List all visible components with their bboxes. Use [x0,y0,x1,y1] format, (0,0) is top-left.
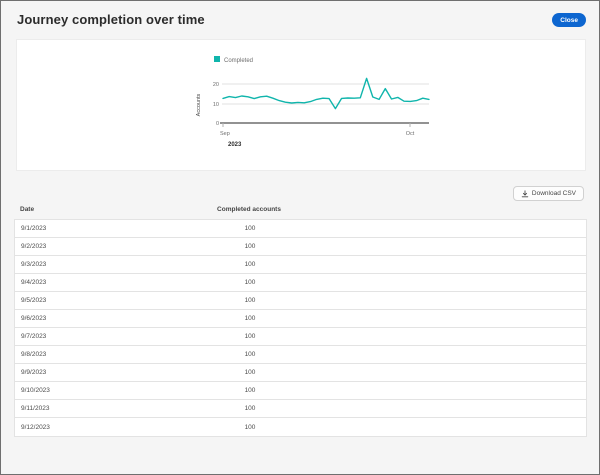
table-row[interactable]: 9/8/2023 100 [15,346,586,364]
x-tick-label-sep: Sep [220,131,230,137]
column-header-date: Date [20,206,35,213]
table-body: 9/1/2023 100 9/2/2023 100 9/3/2023 100 9/4/202… [14,219,587,437]
table-header: Date Completed accounts [14,206,587,219]
y-tick-0: 0 [216,121,219,127]
date-cell: 9/1/2023 [21,225,47,232]
y-tick-10: 10 [213,102,219,108]
table-row[interactable]: 9/1/2023 100 [15,220,586,238]
dialog-header: Journey completion over time Close [1,1,599,39]
date-cell: 9/7/2023 [21,333,47,340]
date-cell: 9/3/2023 [21,261,47,268]
download-csv-label: Download CSV [531,190,576,197]
table-row[interactable]: 9/6/2023 100 [15,310,586,328]
completed-accounts-cell: 100 [244,387,256,394]
completed-accounts-cell: 100 [244,279,256,286]
completion-line-chart: Completed 20 10 0 Accounts Sep Oct 2023 [196,56,430,148]
download-icon [521,189,529,197]
table-row[interactable]: 9/4/2023 100 [15,274,586,292]
date-cell: 9/9/2023 [21,369,47,376]
completed-accounts-cell: 100 [244,423,256,431]
chart-panel: Completed 20 10 0 Accounts Sep Oct 2023 [16,39,586,171]
completed-accounts-cell: 100 [244,405,256,412]
completed-accounts-cell: 100 [244,261,256,268]
completed-line [222,77,430,110]
completed-accounts-cell: 100 [244,369,256,376]
table-row[interactable]: 9/9/2023 100 [15,364,586,382]
date-cell: 9/2/2023 [21,243,47,250]
date-cell: 9/8/2023 [21,351,47,358]
table-row[interactable]: 9/2/2023 100 [15,238,586,256]
date-cell: 9/10/2023 [21,387,50,394]
completed-accounts-cell: 100 [244,351,256,358]
chart-legend: Completed [214,56,253,64]
y-axis-label: Accounts [196,93,202,116]
date-cell: 9/4/2023 [21,279,47,286]
download-csv-button[interactable]: Download CSV [512,186,584,201]
legend-swatch-completed [214,56,220,62]
table-row[interactable]: 9/7/2023 100 [15,328,586,346]
table-row[interactable]: 9/11/2023 100 [15,400,586,418]
table-row[interactable]: 9/12/2023 100 [15,418,586,436]
column-header-completed-accounts: Completed accounts [217,206,281,213]
x-axis-year-label: 2023 [228,142,242,148]
date-cell: 9/6/2023 [21,315,47,322]
table-row[interactable]: 9/10/2023 100 [15,382,586,400]
date-cell: 9/11/2023 [21,405,50,412]
date-cell: 9/12/2023 [21,423,50,431]
completed-accounts-cell: 100 [244,225,256,232]
table-row[interactable]: 9/3/2023 100 [15,256,586,274]
table-row[interactable]: 9/5/2023 100 [15,292,586,310]
completed-accounts-cell: 100 [244,243,256,250]
x-tick-label-oct: Oct [406,131,415,137]
y-tick-20: 20 [213,82,219,88]
close-button[interactable]: Close [552,13,586,27]
completed-accounts-cell: 100 [244,297,256,304]
completed-accounts-cell: 100 [244,315,256,322]
legend-label: Completed [224,58,253,64]
page-title: Journey completion over time [17,12,205,27]
date-cell: 9/5/2023 [21,297,47,304]
completed-accounts-cell: 100 [244,333,256,340]
